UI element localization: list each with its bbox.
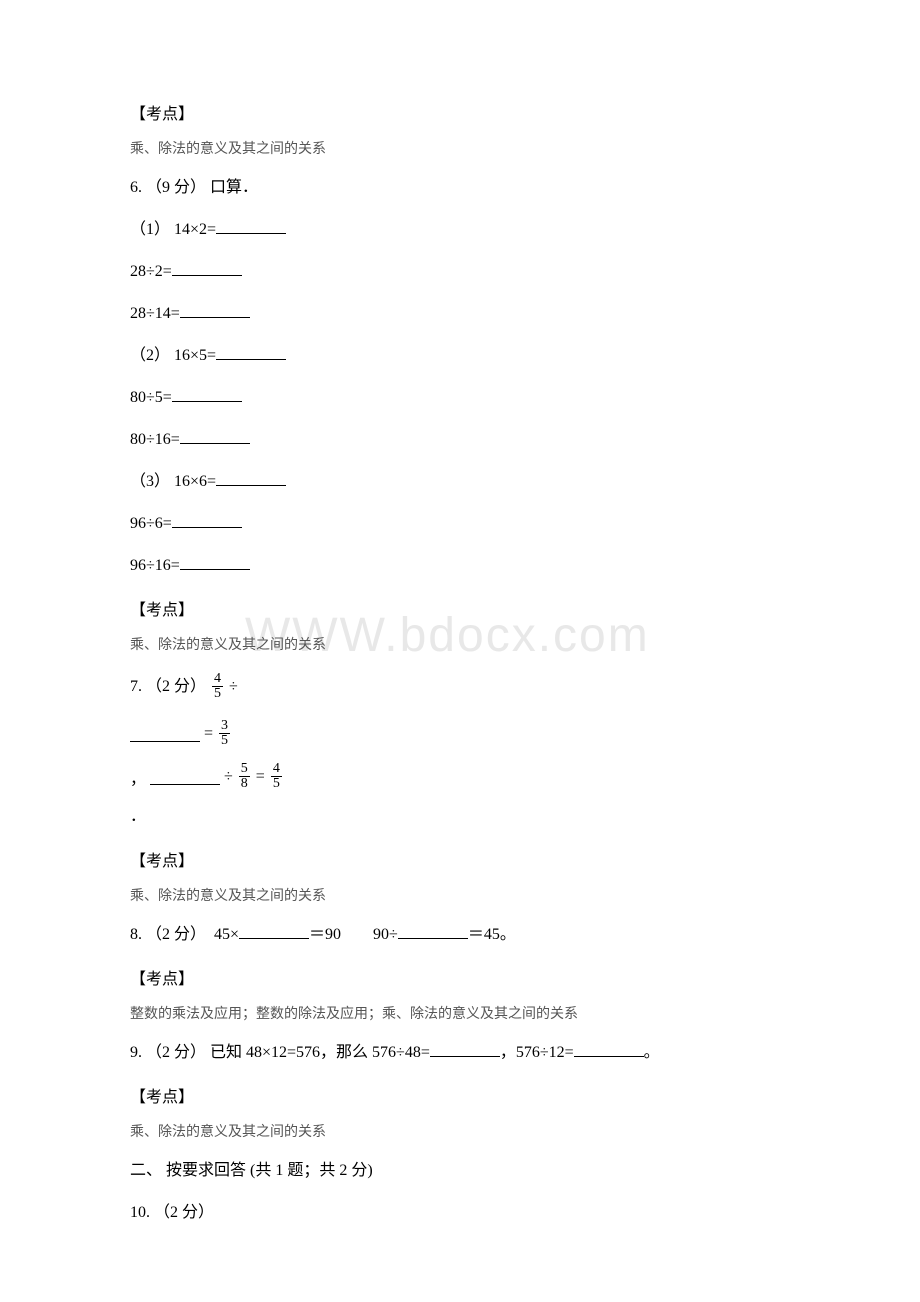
kaodian-label: 【考点】 bbox=[130, 965, 790, 989]
kaodian-text: 整数的乘法及应用；整数的除法及应用；乘、除法的意义及其之间的关系 bbox=[130, 1003, 790, 1023]
kaodian-text: 乘、除法的意义及其之间的关系 bbox=[130, 634, 790, 654]
section2-title: 二、 按要求回答 (共 1 题；共 2 分) bbox=[130, 1159, 790, 1183]
q6-item-2: 28÷2= bbox=[130, 260, 790, 284]
q7-line3: ， ÷ 58 = 45 bbox=[130, 762, 284, 791]
kaodian-text: 乘、除法的意义及其之间的关系 bbox=[130, 138, 790, 158]
q10: 10. （2 分） bbox=[130, 1201, 790, 1225]
q6-item-7: （3） 16×6= bbox=[130, 470, 790, 494]
kaodian-text: 乘、除法的意义及其之间的关系 bbox=[130, 1121, 790, 1141]
kaodian-label: 【考点】 bbox=[130, 1083, 790, 1107]
q6-item-3: 28÷14= bbox=[130, 302, 790, 326]
q6-title: 6. （9 分） 口算． bbox=[130, 176, 790, 200]
q6-item-8: 96÷6= bbox=[130, 512, 790, 536]
q6-item-1: （1） 14×2= bbox=[130, 218, 790, 242]
kaodian-label: 【考点】 bbox=[130, 100, 790, 124]
kaodian-label: 【考点】 bbox=[130, 847, 790, 871]
q7-period: ． bbox=[130, 805, 790, 829]
q6-item-6: 80÷16= bbox=[130, 428, 790, 452]
q6-item-5: 80÷5= bbox=[130, 386, 790, 410]
kaodian-text: 乘、除法的意义及其之间的关系 bbox=[130, 885, 790, 905]
q6-item-4: （2） 16×5= bbox=[130, 344, 790, 368]
q7-line2: = 35 bbox=[130, 719, 232, 748]
document-content: 【考点】 乘、除法的意义及其之间的关系 6. （9 分） 口算． （1） 14×… bbox=[130, 100, 790, 1225]
q7-line1: 7. （2 分） 45 ÷ bbox=[130, 672, 790, 701]
q6-item-9: 96÷16= bbox=[130, 554, 790, 578]
q9: 9. （2 分） 已知 48×12=576，那么 576÷48=，576÷12=… bbox=[130, 1041, 790, 1065]
kaodian-label: 【考点】 bbox=[130, 596, 790, 620]
q8: 8. （2 分） 45×＝90 90÷＝45。 bbox=[130, 923, 790, 947]
